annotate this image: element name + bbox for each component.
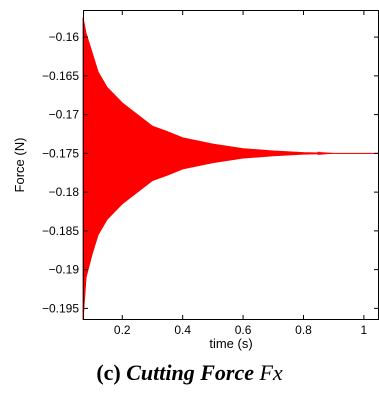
y-tick-label: −0.16 [49,30,80,44]
y-axis-label: Force (N) [12,138,27,193]
x-axis-ticks: 0.2 0.4 0.6 0.8 1 [114,10,368,337]
x-tick-label: 1 [361,323,368,337]
x-tick-label: 0.2 [114,323,131,337]
y-tick-label: −0.19 [49,263,80,277]
force-series [82,17,379,321]
y-tick-label: −0.18 [49,185,80,199]
figure-caption: (c) Cutting Force Fx [0,360,379,386]
x-axis-label: time (s) [209,336,252,351]
y-axis-ticks: −0.16 −0.165 −0.17 −0.175 −0.18 −0.185 −0.19 −0… [42,30,379,315]
caption-title: Cutting Force [126,360,254,385]
y-tick-label: −0.185 [42,224,79,238]
x-tick-label: 0.6 [235,323,252,337]
y-tick-label: −0.165 [42,69,79,83]
plot-area [82,10,379,321]
y-tick-label: −0.195 [42,301,79,315]
x-tick-label: 0.4 [174,323,191,337]
x-tick-label: 0.8 [295,323,312,337]
force-signal-envelope [82,17,379,321]
caption-variable: Fx [259,360,283,385]
y-tick-label: −0.17 [49,108,80,122]
caption-label: (c) [96,360,121,385]
force-chart: 0.2 0.4 0.6 0.8 1 −0.16−0.165−0.17−0.175−0.1… [12,10,379,351]
y-tick-label: −0.175 [42,146,79,160]
